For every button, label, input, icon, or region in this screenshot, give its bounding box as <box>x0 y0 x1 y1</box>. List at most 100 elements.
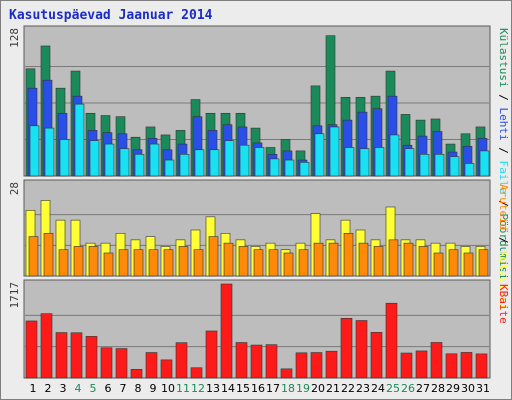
top-ymax-label: 128 <box>8 28 21 48</box>
day-label-11: 11 <box>176 382 190 395</box>
top-bar-files-23 <box>359 148 370 177</box>
top-bar-files-12 <box>194 149 205 177</box>
legend-entry: Faile <box>497 160 510 193</box>
top-bar-files-19 <box>299 162 310 177</box>
middle-bar-sites-4 <box>73 246 84 277</box>
bottom-bar-kbytes-1 <box>25 320 38 379</box>
middle-bar-sites-27 <box>418 246 429 277</box>
bottom-bar-kbytes-20 <box>310 352 323 379</box>
bottom-bar-kbytes-23 <box>355 320 368 379</box>
day-label-1: 1 <box>30 382 37 395</box>
day-label-5: 5 <box>90 382 97 395</box>
top-bar-files-15 <box>239 144 250 177</box>
top-bar-files-8 <box>134 154 145 177</box>
day-label-13: 13 <box>206 382 220 395</box>
day-label-22: 22 <box>341 382 355 395</box>
top-bar-files-5 <box>89 140 100 177</box>
bottom-legend: KBaite <box>497 284 510 324</box>
top-bar-files-1 <box>29 125 40 177</box>
day-label-6: 6 <box>105 382 112 395</box>
top-bar-files-7 <box>119 148 130 177</box>
day-label-26: 26 <box>401 382 415 395</box>
top-bar-files-9 <box>149 143 160 177</box>
bottom-bar-kbytes-16 <box>250 344 263 379</box>
day-label-12: 12 <box>191 382 205 395</box>
middle-bar-sites-14 <box>223 242 234 277</box>
top-bar-files-24 <box>374 147 385 177</box>
bottom-bar-kbytes-7 <box>115 348 128 379</box>
day-label-20: 20 <box>311 382 325 395</box>
middle-bar-sites-23 <box>358 242 369 277</box>
day-label-7: 7 <box>120 382 127 395</box>
middle-bar-sites-10 <box>163 249 174 277</box>
top-bar-files-13 <box>209 149 220 177</box>
bottom-bar-kbytes-19 <box>295 352 308 379</box>
middle-bar-sites-24 <box>373 246 384 277</box>
bottom-bar-kbytes-24 <box>370 332 383 379</box>
bottom-bar-kbytes-22 <box>340 318 353 379</box>
bottom-bar-kbytes-18 <box>280 368 293 379</box>
bottom-bar-kbytes-6 <box>100 347 113 379</box>
top-legend: Külastusi / Lehti / Faile / Pöördumisi <box>497 28 510 280</box>
day-label-27: 27 <box>416 382 430 395</box>
legend-entry: Aruteid <box>497 184 510 230</box>
day-label-17: 17 <box>266 382 280 395</box>
legend-entry: Lehti <box>497 107 510 140</box>
bottom-bar-kbytes-14 <box>220 283 233 379</box>
middle-bar-sites-19 <box>298 249 309 277</box>
day-label-28: 28 <box>431 382 445 395</box>
day-label-8: 8 <box>135 382 142 395</box>
day-label-31: 31 <box>476 382 490 395</box>
top-bar-files-11 <box>179 154 190 177</box>
bottom-bar-kbytes-28 <box>430 342 443 379</box>
day-label-3: 3 <box>60 382 67 395</box>
middle-bar-sites-12 <box>193 249 204 277</box>
middle-bar-sites-8 <box>133 249 144 277</box>
legend-entry: Külastusi <box>497 28 510 88</box>
top-bar-files-22 <box>344 147 355 177</box>
bottom-bar-kbytes-29 <box>445 353 458 379</box>
middle-bar-sites-1 <box>28 236 39 277</box>
bottom-ymax-label: 1717 <box>8 282 21 309</box>
top-bar-files-31 <box>479 150 490 177</box>
legend-separator: / <box>497 230 510 250</box>
top-bar-files-26 <box>404 148 415 177</box>
top-bar-files-14 <box>224 140 235 177</box>
day-label-18: 18 <box>281 382 295 395</box>
middle-bar-sites-2 <box>43 232 54 277</box>
bottom-bar-kbytes-5 <box>85 336 98 379</box>
bottom-bar-kbytes-10 <box>160 359 173 379</box>
day-label-21: 21 <box>326 382 340 395</box>
day-label-4: 4 <box>75 382 82 395</box>
day-label-29: 29 <box>446 382 460 395</box>
middle-bar-sites-3 <box>58 249 69 277</box>
legend-entry: Pöördumisi <box>497 213 510 279</box>
day-label-9: 9 <box>150 382 157 395</box>
top-bar-files-27 <box>419 154 430 177</box>
middle-bar-sites-21 <box>328 242 339 277</box>
middle-bar-sites-15 <box>238 246 249 277</box>
legend-entry: Külastusi <box>497 250 510 310</box>
legend-separator: / <box>497 194 510 214</box>
day-label-23: 23 <box>356 382 370 395</box>
top-bar-files-29 <box>449 156 460 177</box>
middle-bar-sites-22 <box>343 232 354 277</box>
top-bar-files-20 <box>314 133 325 177</box>
top-bar-files-16 <box>254 147 265 177</box>
middle-legend: Aruteid / Külastusi <box>497 184 510 310</box>
day-label-24: 24 <box>371 382 385 395</box>
bottom-bar-kbytes-3 <box>55 332 68 379</box>
top-bar-files-2 <box>44 127 55 177</box>
bottom-bar-kbytes-8 <box>130 369 143 379</box>
legend-separator: / <box>497 88 510 108</box>
middle-bar-sites-28 <box>433 252 444 277</box>
middle-bar-sites-16 <box>253 249 264 277</box>
top-bar-files-4 <box>74 103 85 177</box>
middle-bar-sites-11 <box>178 246 189 277</box>
day-label-16: 16 <box>251 382 265 395</box>
day-label-19: 19 <box>296 382 310 395</box>
bottom-bar-kbytes-13 <box>205 330 218 379</box>
day-label-10: 10 <box>161 382 175 395</box>
middle-bar-sites-30 <box>463 252 474 277</box>
